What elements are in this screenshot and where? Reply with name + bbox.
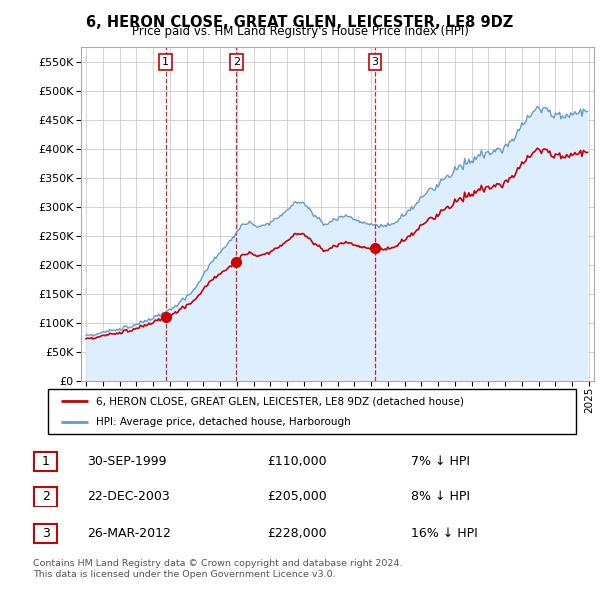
Text: £110,000: £110,000: [267, 455, 326, 468]
Text: 7% ↓ HPI: 7% ↓ HPI: [411, 455, 470, 468]
Text: Contains HM Land Registry data © Crown copyright and database right 2024.: Contains HM Land Registry data © Crown c…: [33, 559, 403, 568]
Text: 6, HERON CLOSE, GREAT GLEN, LEICESTER, LE8 9DZ (detached house): 6, HERON CLOSE, GREAT GLEN, LEICESTER, L…: [95, 396, 464, 407]
Text: 16% ↓ HPI: 16% ↓ HPI: [411, 527, 478, 540]
Text: This data is licensed under the Open Government Licence v3.0.: This data is licensed under the Open Gov…: [33, 571, 335, 579]
Text: 2: 2: [41, 490, 50, 503]
FancyBboxPatch shape: [34, 523, 57, 543]
Text: HPI: Average price, detached house, Harborough: HPI: Average price, detached house, Harb…: [95, 417, 350, 427]
FancyBboxPatch shape: [48, 389, 576, 434]
Text: 2: 2: [233, 57, 240, 67]
FancyBboxPatch shape: [34, 487, 57, 507]
Text: 1: 1: [41, 455, 50, 468]
FancyBboxPatch shape: [34, 451, 57, 471]
Text: £205,000: £205,000: [267, 490, 327, 503]
Text: 30-SEP-1999: 30-SEP-1999: [87, 455, 167, 468]
Text: 26-MAR-2012: 26-MAR-2012: [87, 527, 171, 540]
Text: Price paid vs. HM Land Registry's House Price Index (HPI): Price paid vs. HM Land Registry's House …: [131, 25, 469, 38]
Text: 3: 3: [371, 57, 379, 67]
Text: 3: 3: [41, 527, 50, 540]
Text: 8% ↓ HPI: 8% ↓ HPI: [411, 490, 470, 503]
Text: 6, HERON CLOSE, GREAT GLEN, LEICESTER, LE8 9DZ: 6, HERON CLOSE, GREAT GLEN, LEICESTER, L…: [86, 15, 514, 30]
Text: 1: 1: [162, 57, 169, 67]
Text: £228,000: £228,000: [267, 527, 326, 540]
Text: 22-DEC-2003: 22-DEC-2003: [87, 490, 170, 503]
